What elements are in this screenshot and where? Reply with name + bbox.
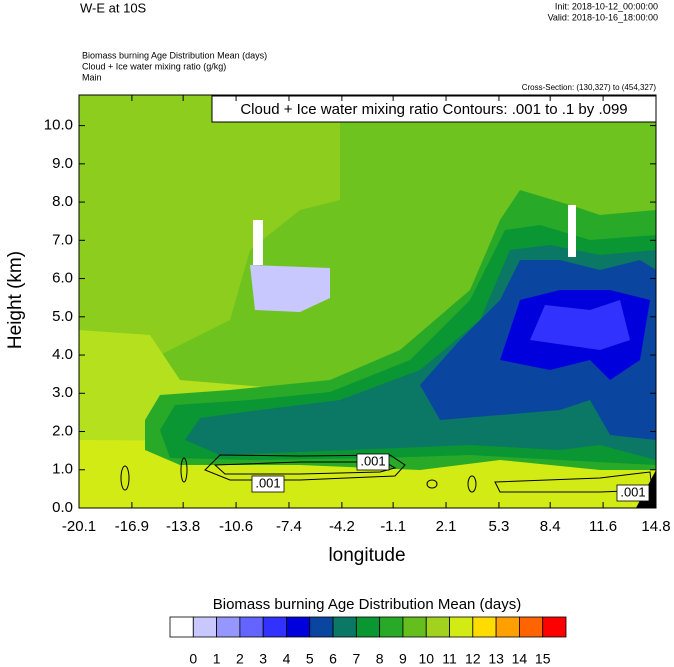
colorbar-label: 5 — [306, 651, 314, 667]
plot-frame — [78, 94, 657, 509]
colorbar-box — [472, 616, 497, 638]
x-tick-label: 2.1 — [436, 518, 457, 535]
colorbar-box — [542, 616, 567, 638]
contour-info-box — [211, 95, 657, 123]
subtitle: Main — [82, 72, 102, 82]
valid-time: Valid: 2018-10-16_18:00:00 — [548, 12, 658, 22]
colorbar-box — [192, 616, 217, 638]
y-tick-label: 3.0 — [52, 384, 73, 401]
colorbar-title: Biomass burning Age Distribution Mean (d… — [213, 596, 521, 613]
chart-title: W-E at 10S — [80, 0, 147, 15]
colorbar-label: 7 — [352, 651, 360, 667]
x-tick-label: -20.1 — [62, 518, 96, 535]
colorbar-label: 15 — [535, 651, 551, 667]
y-tick-label: 0.0 — [52, 499, 73, 516]
x-tick-label: -1.1 — [380, 518, 406, 535]
subtitle: Cloud + Ice water mixing ratio (g/kg) — [82, 61, 226, 71]
colorbar-box — [379, 616, 404, 638]
colorbar-label: 1 — [213, 651, 221, 667]
contour-label: .001 — [255, 475, 280, 490]
colorbar-box — [425, 616, 450, 638]
y-tick-label: 7.0 — [52, 231, 73, 248]
colorbar-label: 14 — [512, 651, 528, 667]
x-tick-label: -16.9 — [115, 518, 149, 535]
contour-lines — [120, 454, 653, 493]
contour-line — [180, 457, 188, 483]
y-tick-label: 1.0 — [52, 461, 73, 478]
field-region — [530, 300, 630, 350]
contour-line — [120, 465, 130, 491]
colorbar-label: 12 — [465, 651, 481, 667]
colorbar-box — [519, 616, 544, 638]
colorbar-label: 2 — [236, 651, 244, 667]
contour-line — [494, 471, 653, 493]
x-tick-label: -13.8 — [166, 518, 200, 535]
colorbar-label: 9 — [399, 651, 407, 667]
colorbar-box — [495, 616, 520, 638]
field-region — [568, 205, 576, 257]
y-tick-label: 6.0 — [52, 270, 73, 287]
x-tick-label: 8.4 — [540, 518, 561, 535]
colorbar-box — [262, 616, 287, 638]
colorbar-box — [332, 616, 357, 638]
subtitle: Biomass burning Age Distribution Mean (d… — [82, 50, 267, 60]
contour-info: Cloud + Ice water mixing ratio Contours:… — [240, 101, 627, 118]
colorbar-label: 8 — [376, 651, 384, 667]
colorbar-box — [449, 616, 474, 638]
colorbar-box — [216, 616, 241, 638]
contour-line — [426, 479, 438, 489]
y-tick-label: 10.0 — [44, 117, 73, 134]
x-tick-label: 11.6 — [589, 518, 617, 535]
colorbar-label: 13 — [488, 651, 504, 667]
colorbar-label: 4 — [283, 651, 291, 667]
y-axis-label: Height (km) — [5, 251, 26, 349]
contour-label-box — [356, 453, 390, 471]
x-tick-label: -7.4 — [276, 518, 302, 535]
colorbar-label: 11 — [442, 651, 457, 667]
colorbar-box — [239, 616, 264, 638]
colorbar-label: 6 — [329, 651, 337, 667]
field-region — [250, 265, 330, 312]
contour-label: .001 — [620, 484, 645, 499]
colorbar-box — [309, 616, 334, 638]
init-time: Init: 2018-10-12_00:00:00 — [555, 1, 658, 11]
cross-section: Cross-Section: (130,327) to (454,327) — [522, 83, 657, 92]
field-region — [253, 220, 263, 265]
x-tick-label: 5.3 — [489, 518, 510, 535]
colorbar-label: 3 — [259, 651, 267, 667]
colorbar-box — [355, 616, 381, 638]
colorbar-box — [286, 616, 311, 638]
field-region — [79, 95, 340, 370]
colorbar-label: 0 — [189, 651, 197, 667]
y-tick-label: 9.0 — [52, 155, 73, 172]
y-tick-label: 8.0 — [52, 193, 73, 210]
x-tick-label: -4.2 — [329, 518, 355, 535]
x-axis-label: longitude — [328, 545, 405, 566]
y-tick-label: 5.0 — [52, 308, 73, 325]
x-tick-label: 14.8 — [641, 518, 670, 535]
filled-field — [79, 95, 656, 508]
contour-label-box — [251, 475, 285, 493]
contour-line — [467, 475, 477, 493]
contour-label-box — [616, 484, 650, 502]
colorbar-label: 10 — [418, 651, 434, 667]
colorbar-box — [169, 616, 194, 638]
y-tick-label: 2.0 — [52, 422, 73, 439]
x-tick-label: -10.6 — [219, 518, 253, 535]
contour-label: .001 — [360, 453, 385, 468]
colorbar-box — [402, 616, 427, 638]
y-tick-label: 4.0 — [52, 346, 73, 363]
